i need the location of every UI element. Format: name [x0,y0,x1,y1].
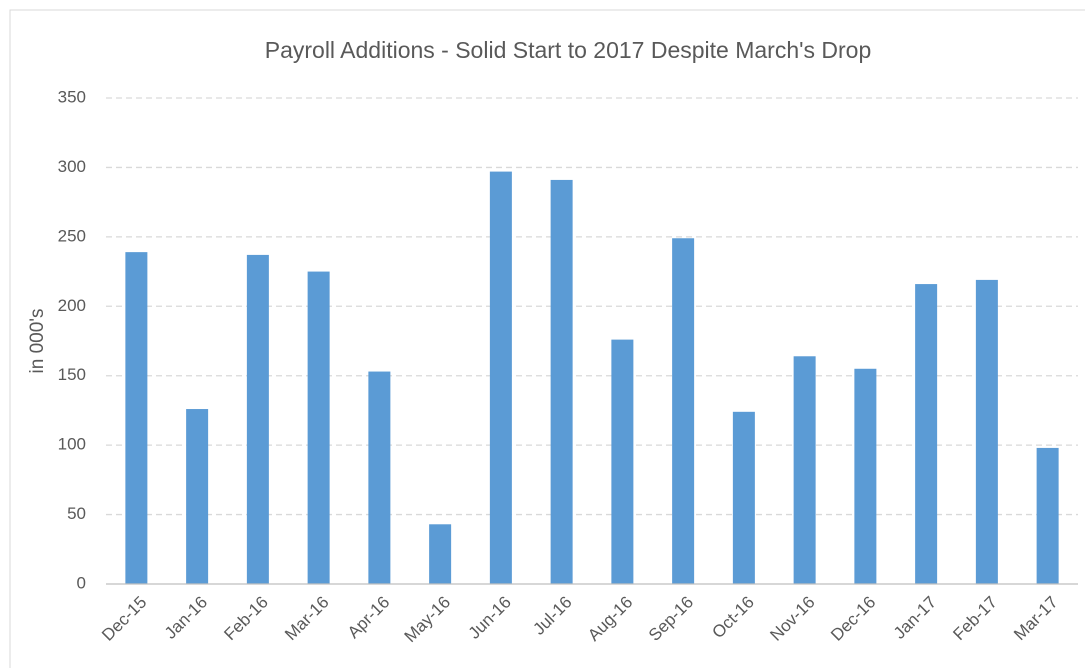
y-axis-label: in 000's [27,309,48,374]
y-tick-label: 150 [58,365,86,384]
bar [246,254,269,584]
bar [186,409,209,584]
bar [854,368,877,584]
y-tick-label: 300 [58,157,86,176]
y-tick-label: 250 [58,226,86,245]
y-tick-label: 100 [58,435,86,454]
bar [611,339,634,584]
bar [732,411,755,584]
bar [489,171,512,584]
chart-title: Payroll Additions - Solid Start to 2017 … [265,37,872,63]
bar [368,371,391,584]
y-tick-label: 50 [67,504,86,523]
y-tick-label: 350 [58,87,86,106]
y-tick-label: 200 [58,296,86,315]
bar [793,356,816,584]
bar [915,284,938,584]
y-tick-label: 0 [77,573,86,592]
bar [550,179,573,584]
bar [1036,447,1059,584]
bar [429,524,452,584]
bar [975,279,998,584]
bar [125,252,148,585]
bar [672,238,695,584]
bar [307,271,330,584]
